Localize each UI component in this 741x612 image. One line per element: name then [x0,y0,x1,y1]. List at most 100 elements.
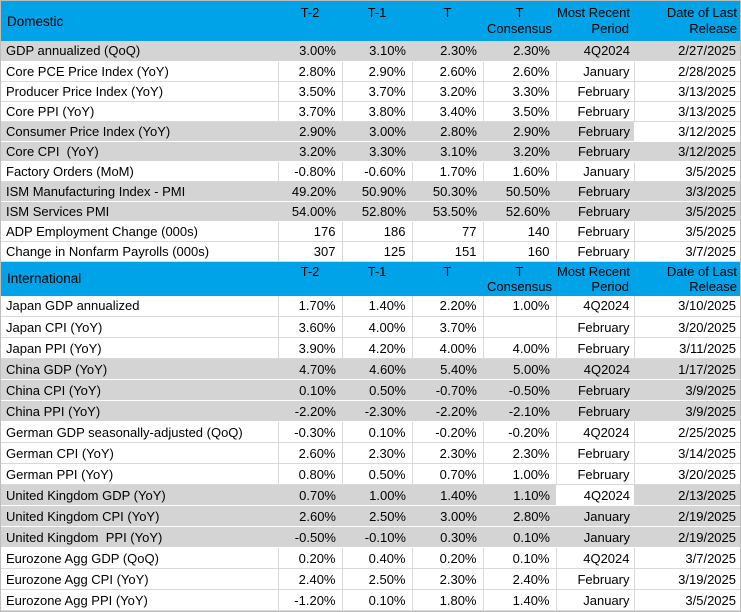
indicator-label: Japan CPI (YoY) [1,316,279,338]
most-recent-period-value: January [556,589,635,611]
consensus-value: 2.60% [483,61,557,82]
t1-value: -0.10% [342,526,412,548]
t-value: 2.30% [412,41,483,62]
consensus-value: 140 [483,221,557,242]
most-recent-period-value: January [556,526,634,548]
t-value: -0.70% [412,379,483,401]
col-header-t1: T-1 [342,1,412,41]
indicator-label: United Kingdom PPI (YoY) [1,526,278,548]
t2-value: 0.10% [278,379,342,401]
t1-value: -2.30% [342,400,412,422]
indicator-label: German PPI (YoY) [1,463,279,485]
col-header-t-consensus: T Consensus [483,1,556,41]
most-recent-period-value: 4Q2024 [556,295,635,317]
most-recent-period-value: 4Q2024 [556,484,634,506]
date-of-last-release-value: 3/11/2025 [634,337,740,359]
indicator-row: Core CPI (YoY) 3.20% 3.30% 3.10% 3.20% F… [1,141,740,162]
most-recent-period-value: 4Q2024 [556,41,634,62]
indicator-row: Core PCE Price Index (YoY) 2.80% 2.90% 2… [1,61,740,82]
t1-value: 2.90% [342,61,413,82]
consensus-value: 4.00% [483,337,557,359]
consensus-value: -0.50% [483,379,556,401]
indicator-label: ADP Employment Change (000s) [1,221,279,242]
t-value: 5.40% [412,358,483,380]
domestic-header-row: Domestic T-2 T-1 T T Consensus Most Rece… [1,1,740,41]
t2-value: 176 [278,221,343,242]
date-of-last-release-value: 3/5/2025 [634,161,740,182]
t-value: 1.40% [412,484,483,506]
consensus-value: 3.50% [483,101,557,122]
consensus-value: 2.30% [483,442,557,464]
indicator-label: ISM Manufacturing Index - PMI [1,181,278,202]
col-header-most-recent-period: Most Recent Period [556,261,634,296]
date-of-last-release-value: 3/12/2025 [634,121,740,142]
date-of-last-release-value: 3/19/2025 [634,568,740,590]
indicator-row: United Kingdom GDP (YoY) 0.70% 1.00% 1.4… [1,484,740,506]
t2-value: 0.80% [278,463,343,485]
t2-value: 307 [278,241,343,262]
most-recent-period-value: January [556,61,635,82]
t1-value: 3.30% [342,141,412,162]
indicator-label: Factory Orders (MoM) [1,161,279,182]
section-title-international: International [1,261,278,296]
indicator-row: Eurozone Agg GDP (QoQ) 0.20% 0.40% 0.20%… [1,547,740,569]
t1-value: 3.80% [342,101,413,122]
t2-value: 3.20% [278,141,342,162]
consensus-value [483,316,557,338]
t1-value: 0.40% [342,547,413,569]
most-recent-period-value: February [556,442,635,464]
most-recent-period-value: 4Q2024 [556,358,634,380]
consensus-value: 2.80% [483,505,556,527]
t1-value: 3.10% [342,41,412,62]
indicator-label: Consumer Price Index (YoY) [1,121,278,142]
t-value: 50.30% [412,181,483,202]
t2-value: 2.60% [278,442,343,464]
most-recent-period-value: February [556,241,635,262]
most-recent-period-value: February [556,221,635,242]
indicator-row: Eurozone Agg PPI (YoY) -1.20% 0.10% 1.80… [1,589,740,611]
date-of-last-release-value: 3/5/2025 [634,201,740,222]
t2-value: 2.60% [278,505,342,527]
date-of-last-release-value: 2/25/2025 [634,421,740,443]
indicator-row: ISM Manufacturing Index - PMI 49.20% 50.… [1,181,740,202]
t2-value: 3.70% [278,101,343,122]
date-of-last-release-value: 3/14/2025 [634,442,740,464]
consensus-value: 3.20% [483,141,556,162]
t-value: 53.50% [412,201,483,222]
indicator-row: GDP annualized (QoQ) 3.00% 3.10% 2.30% 2… [1,41,740,62]
t2-value: -0.50% [278,526,342,548]
indicator-row: United Kingdom PPI (YoY) -0.50% -0.10% 0… [1,526,740,548]
indicator-label: Japan GDP annualized [1,295,279,317]
t-value: 3.10% [412,141,483,162]
t-value: 2.60% [412,61,484,82]
t2-value: 2.40% [278,568,343,590]
t-value: -0.20% [412,421,484,443]
indicator-row: German PPI (YoY) 0.80% 0.50% 0.70% 1.00%… [1,463,740,485]
col-header-t2: T-2 [278,261,342,296]
most-recent-period-value: January [556,161,635,182]
consensus-value: 1.00% [483,463,557,485]
col-header-t2: T-2 [278,1,342,41]
t1-value: 2.50% [342,505,412,527]
international-header-row: International T-2 T-1 T T Consensus Most… [1,261,740,296]
t-value: 2.30% [412,568,484,590]
t-value: 0.30% [412,526,483,548]
indicator-row: German CPI (YoY) 2.60% 2.30% 2.30% 2.30%… [1,442,740,464]
t1-value: 125 [342,241,413,262]
indicator-label: German CPI (YoY) [1,442,279,464]
t-value: 4.00% [412,337,484,359]
indicator-row: China PPI (YoY) -2.20% -2.30% -2.20% -2.… [1,400,740,422]
indicator-label: Core CPI (YoY) [1,141,278,162]
date-of-last-release-value: 3/13/2025 [634,81,740,102]
t1-value: 186 [342,221,413,242]
consensus-value: 2.40% [483,568,557,590]
t-value: 1.70% [412,161,484,182]
t-value: 2.20% [412,295,484,317]
indicator-row: ADP Employment Change (000s) 176 186 77 … [1,221,740,242]
indicator-row: Japan GDP annualized 1.70% 1.40% 2.20% 1… [1,295,740,317]
indicator-row: Factory Orders (MoM) -0.80% -0.60% 1.70%… [1,161,740,182]
t-value: 77 [412,221,484,242]
indicator-label: China GDP (YoY) [1,358,278,380]
most-recent-period-value: February [556,568,635,590]
date-of-last-release-value: 2/19/2025 [634,526,740,548]
